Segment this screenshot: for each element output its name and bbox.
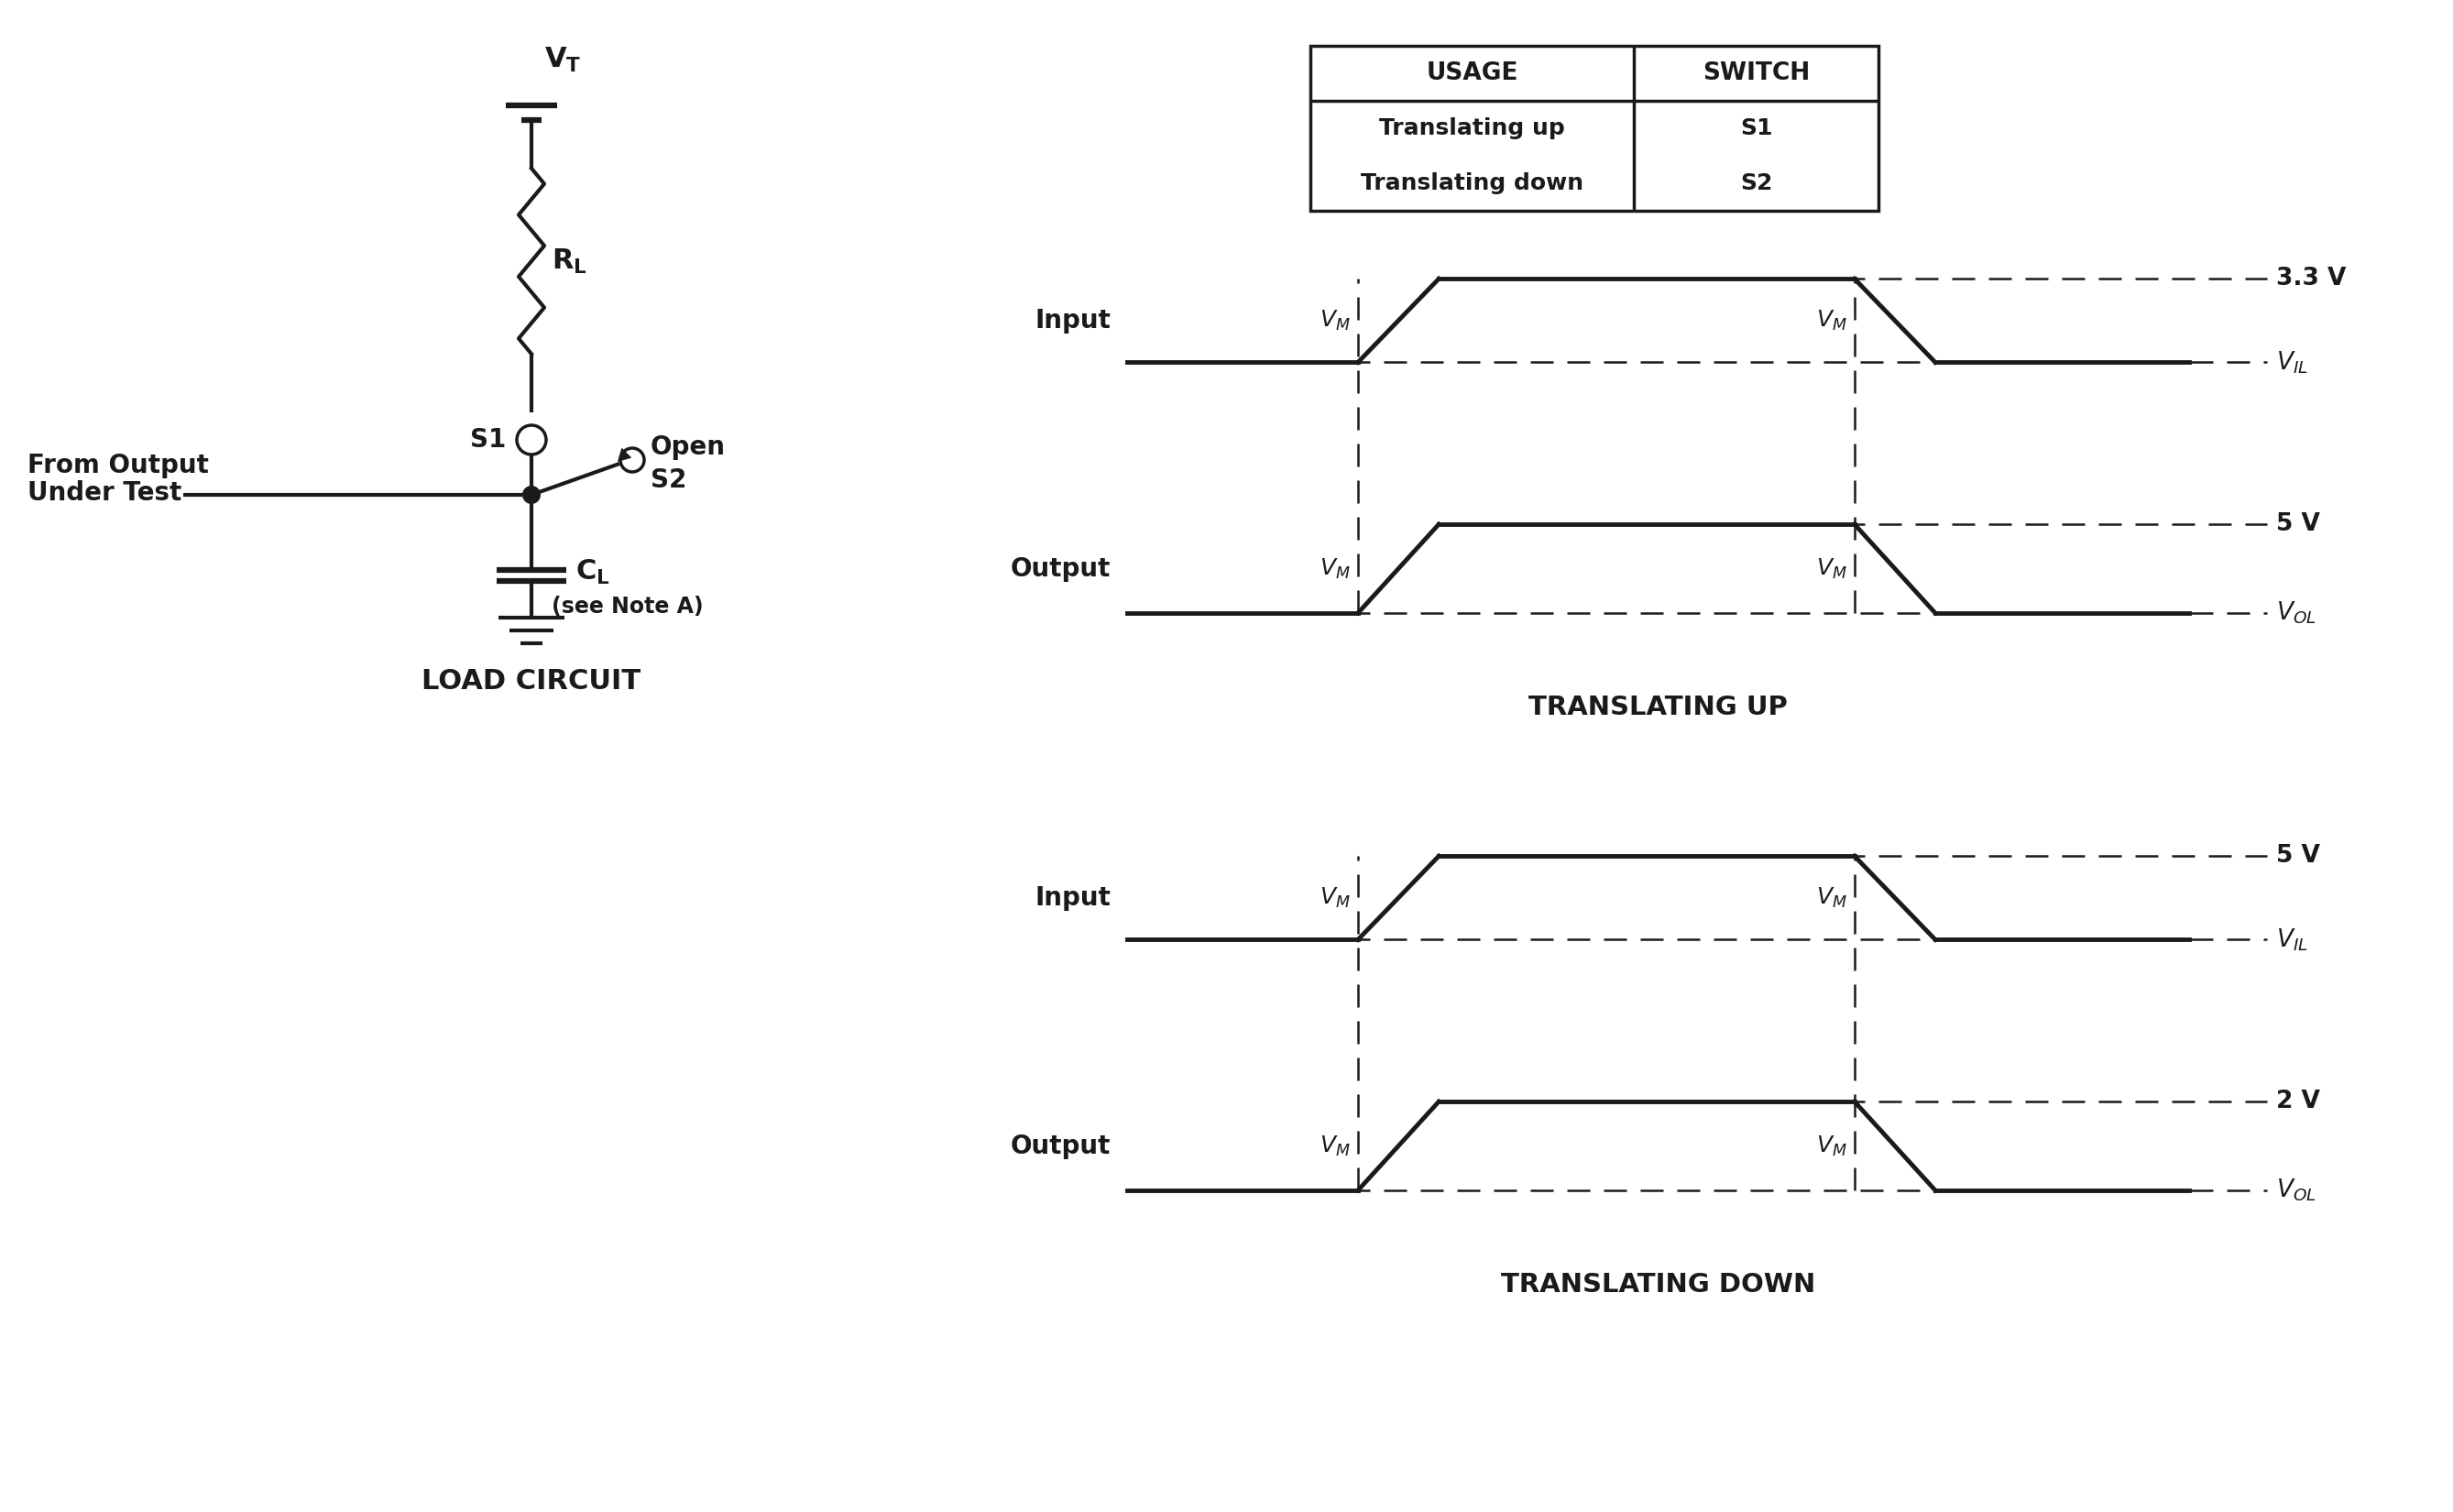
- Text: 5 V: 5 V: [2276, 513, 2321, 537]
- Text: $V_M$: $V_M$: [1320, 308, 1352, 333]
- Text: $V_{OL}$: $V_{OL}$: [2276, 1178, 2316, 1204]
- Text: $V_M$: $V_M$: [1815, 886, 1847, 910]
- Text: $V_M$: $V_M$: [1320, 886, 1352, 910]
- Text: LOAD CIRCUIT: LOAD CIRCUIT: [422, 668, 640, 696]
- Text: $V_M$: $V_M$: [1815, 556, 1847, 581]
- Text: S1: S1: [471, 426, 505, 452]
- Text: From Output: From Output: [27, 452, 209, 478]
- Polygon shape: [618, 448, 633, 461]
- Text: $V_{IL}$: $V_{IL}$: [2276, 349, 2308, 375]
- Text: Under Test: Under Test: [27, 481, 182, 507]
- Text: $V_{OL}$: $V_{OL}$: [2276, 600, 2316, 626]
- Text: TRANSLATING DOWN: TRANSLATING DOWN: [1501, 1272, 1815, 1297]
- Text: $\mathbf{R_L}$: $\mathbf{R_L}$: [552, 246, 586, 275]
- Text: Translating down: Translating down: [1361, 172, 1585, 194]
- Text: S2: S2: [1739, 172, 1774, 194]
- Text: $\mathbf{C_L}$: $\mathbf{C_L}$: [576, 558, 611, 587]
- Text: Input: Input: [1035, 308, 1111, 333]
- Text: (see Note A): (see Note A): [552, 596, 704, 617]
- Text: Translating up: Translating up: [1379, 118, 1565, 139]
- Text: $V_M$: $V_M$: [1320, 1134, 1352, 1158]
- Text: $V_M$: $V_M$: [1320, 556, 1352, 581]
- Bar: [1310, 45, 1879, 210]
- Text: Open: Open: [650, 434, 726, 460]
- Text: S2: S2: [650, 467, 687, 493]
- Text: USAGE: USAGE: [1425, 62, 1518, 85]
- Text: 2 V: 2 V: [2276, 1090, 2321, 1113]
- Text: 5 V: 5 V: [2276, 844, 2321, 868]
- Text: S1: S1: [1739, 118, 1774, 139]
- Text: $V_M$: $V_M$: [1815, 1134, 1847, 1158]
- Text: $\mathbf{V_T}$: $\mathbf{V_T}$: [545, 45, 581, 74]
- Text: $V_{IL}$: $V_{IL}$: [2276, 927, 2308, 953]
- Text: Output: Output: [1011, 556, 1111, 582]
- Text: 3.3 V: 3.3 V: [2276, 266, 2348, 290]
- Circle shape: [522, 485, 540, 503]
- Text: $V_M$: $V_M$: [1815, 308, 1847, 333]
- Text: SWITCH: SWITCH: [1702, 62, 1810, 85]
- Text: Output: Output: [1011, 1132, 1111, 1158]
- Text: TRANSLATING UP: TRANSLATING UP: [1528, 694, 1788, 720]
- Text: Input: Input: [1035, 885, 1111, 910]
